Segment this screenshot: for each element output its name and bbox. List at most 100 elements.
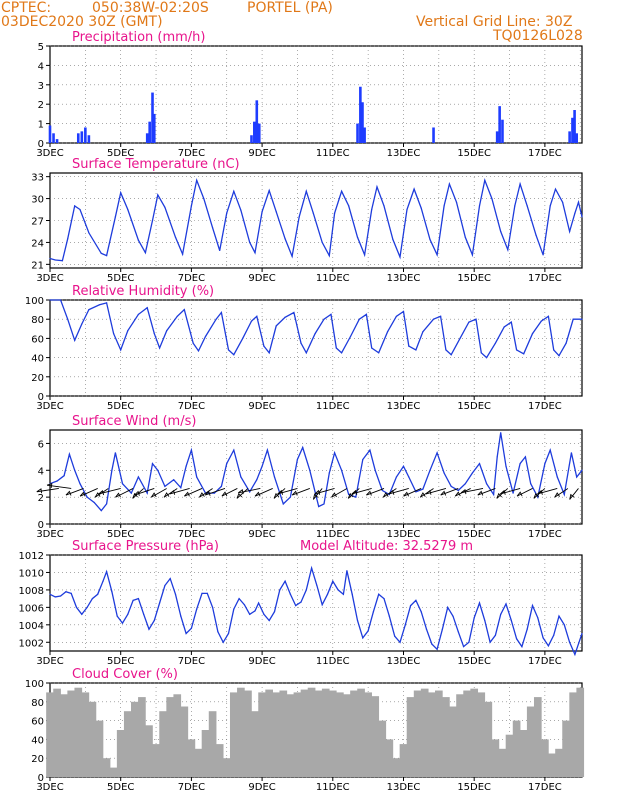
pressure-point [494,634,496,636]
cloud-cover-bar [314,690,323,777]
pressure-point [91,598,94,600]
pressure-point [537,617,539,619]
cloud-cover-bar [413,690,422,777]
temperature-point [574,212,576,214]
wind-arrow-head [382,492,389,498]
cloud-cover-bar [67,690,76,777]
cloud-cover-bar [399,744,408,777]
humidity-point [480,352,482,354]
temperature-point [491,197,493,200]
temperature-point [455,201,458,203]
temperature-point [79,208,81,211]
precipitation-bar [257,123,261,143]
cloud-cover-xtick-label: 11DEC [316,782,350,793]
cloud-cover-bar [470,688,479,777]
humidity-point [293,311,295,314]
humidity-xtick-label: 5DEC [107,401,134,412]
pressure-point [148,628,150,630]
humidity-point [88,309,90,311]
humidity-point [523,353,525,355]
wind-point [93,501,95,504]
precipitation-bar [255,100,259,143]
cloud-cover-bar [74,687,83,777]
wind-arrow [569,488,579,500]
wind-point [309,469,311,471]
cloud-cover-bar [505,734,514,777]
humidity-ytick-label: 40 [31,354,44,365]
cloud-cover-bar [131,701,139,777]
cloud-cover-title: Cloud Cover (%) [72,667,178,682]
temperature-ytick-label: 24 [31,238,44,249]
wind-arrow-head [351,489,358,495]
wind-point [408,476,410,478]
wind-arrow [169,488,190,495]
pressure-point [436,648,438,650]
humidity-point [146,307,148,309]
pressure-point [257,602,260,604]
temperature-point [328,254,330,257]
precipitation-bar [575,133,578,143]
precipitation-bar [48,125,52,143]
humidity-point [120,349,122,351]
wind-arrow-head [204,490,211,496]
wind-arrow-head [312,493,319,500]
temperature-point [114,216,116,218]
cloud-cover-bar [498,748,507,777]
wind-arrow-head [236,492,243,499]
pressure-point [581,632,583,635]
pressure-point [196,608,198,610]
humidity-ytick-label: 0 [38,392,44,403]
temperature-point [356,236,359,238]
cloud-cover-bar [420,688,429,777]
cloud-cover-bar [123,711,132,777]
wind-arrow-head [403,491,410,497]
wind-point [485,483,488,485]
cloud-cover-bar [321,688,330,777]
pressure-point [300,601,302,603]
wind-arrow-head [199,492,205,498]
humidity-point [305,352,307,354]
pressure-point [409,605,412,607]
pressure-point [420,611,422,613]
wind-arrow-head [314,489,321,495]
temperature-point [554,188,557,190]
temperature-point [569,230,571,233]
pressure-point [510,619,512,622]
humidity-point [158,347,161,349]
wind-arrow [65,488,84,496]
wind-arrow-head [496,492,502,499]
pressure-point [65,591,67,593]
wind-point [261,465,263,467]
pressure-point [383,598,385,600]
pressure-point [457,631,459,633]
temperature-point [399,256,401,258]
wind-point [273,476,276,478]
temperature-point [61,260,63,262]
precipitation-bar [250,135,253,143]
wind-title: Surface Wind (m/s) [72,414,196,429]
temperature-xtick-label: 7DEC [178,273,205,284]
humidity-point [386,331,389,333]
temperature-point [471,254,474,256]
pressure-point [526,628,528,630]
cloud-cover-bar [364,692,372,777]
wind-point [68,453,71,455]
humidity-point [60,299,62,301]
wind-point [130,492,132,494]
pressure-point [447,606,449,608]
pressure-xtick-label: 9DEC [248,656,275,667]
pressure-point [60,595,62,597]
pressure-point [563,624,565,626]
wind-arrow [151,488,167,498]
pressure-point [342,593,344,595]
humidity-point [215,318,217,320]
wind-arrow-head [425,489,432,495]
precipitation-xtick-label: 15DEC [457,148,491,159]
pressure-point [394,635,396,637]
wind-point [348,493,350,496]
humidity-point [408,345,410,347]
pressure-xtick-label: 17DEC [528,656,562,667]
pressure-point [367,630,369,632]
wind-point [233,449,235,451]
humidity-point [445,349,447,351]
